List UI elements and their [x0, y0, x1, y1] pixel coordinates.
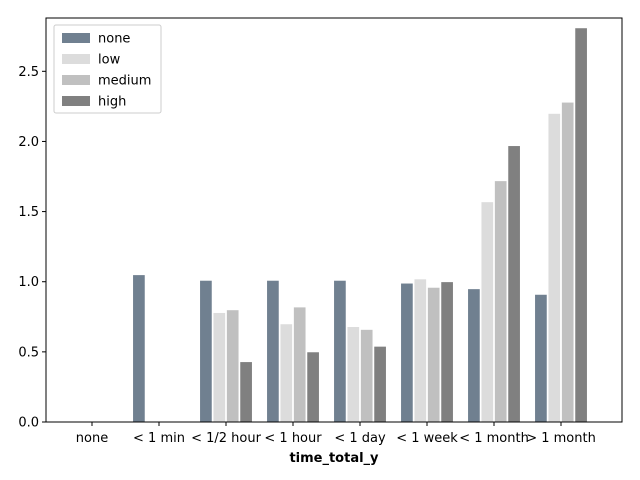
x-tick-label: < 1 day — [334, 431, 386, 446]
bar-none-5 — [400, 282, 414, 423]
bar-none-6 — [467, 288, 481, 423]
x-tick-label: < 1 month — [459, 431, 529, 446]
bar-high-5 — [440, 281, 454, 423]
legend-swatch-high — [62, 96, 90, 106]
legend-swatch-none — [62, 33, 90, 43]
x-axis: none < 1 min < 1/2 hour < 1 hour < 1 day < 1 … — [76, 422, 596, 446]
y-tick-label: 0.0 — [18, 416, 39, 431]
bar-medium-2 — [226, 309, 240, 423]
x-tick-label: > 1 month — [526, 431, 596, 446]
bar-high-3 — [306, 351, 320, 423]
y-tick-label: 1.0 — [18, 275, 39, 290]
bar-medium-7 — [561, 101, 575, 423]
y-tick-label: 0.5 — [18, 345, 39, 360]
x-tick-label: none — [76, 431, 108, 446]
x-tick-label: < 1 hour — [264, 431, 322, 446]
plot-frame — [45, 17, 623, 423]
legend-swatch-medium — [62, 75, 90, 85]
bar-low-3 — [279, 323, 293, 423]
bar-none-2 — [199, 279, 213, 423]
legend-label-medium: medium — [98, 74, 151, 89]
bar-low-2 — [212, 312, 226, 423]
bar-medium-5 — [427, 286, 441, 423]
x-tick-label: < 1/2 hour — [191, 431, 262, 446]
legend-label-high: high — [98, 95, 126, 110]
bar-low-6 — [480, 201, 494, 423]
x-tick-label: < 1 min — [133, 431, 185, 446]
y-tick-label: 2.0 — [18, 135, 39, 150]
legend-box — [53, 24, 162, 114]
bar-none-3 — [266, 279, 280, 423]
bar-medium-6 — [494, 180, 508, 423]
y-tick-label: 1.5 — [18, 205, 39, 220]
bar-none-4 — [333, 279, 347, 423]
bar-high-4 — [373, 345, 387, 423]
bar-low-5 — [413, 278, 427, 423]
x-axis-title: time_total_y — [289, 451, 379, 466]
y-axis: 0.0 0.5 1.0 1.5 2.0 2.5 — [18, 65, 46, 431]
bar-low-7 — [547, 112, 561, 423]
bar-none-7 — [534, 293, 548, 423]
x-tick-label: < 1 week — [396, 431, 458, 446]
legend-label-none: none — [98, 32, 130, 47]
bar-high-6 — [507, 145, 521, 423]
bar-medium-4 — [360, 329, 374, 423]
bars-layer — [132, 27, 588, 423]
bar-high-2 — [239, 361, 253, 423]
y-tick-label: 2.5 — [18, 65, 39, 80]
legend: none low medium high — [53, 24, 162, 114]
bar-low-4 — [346, 326, 360, 423]
bar-high-7 — [574, 27, 588, 423]
legend-label-low: low — [98, 53, 121, 68]
legend-swatch-low — [62, 54, 90, 64]
bar-medium-3 — [293, 306, 307, 423]
bar-none-1 — [132, 274, 146, 423]
